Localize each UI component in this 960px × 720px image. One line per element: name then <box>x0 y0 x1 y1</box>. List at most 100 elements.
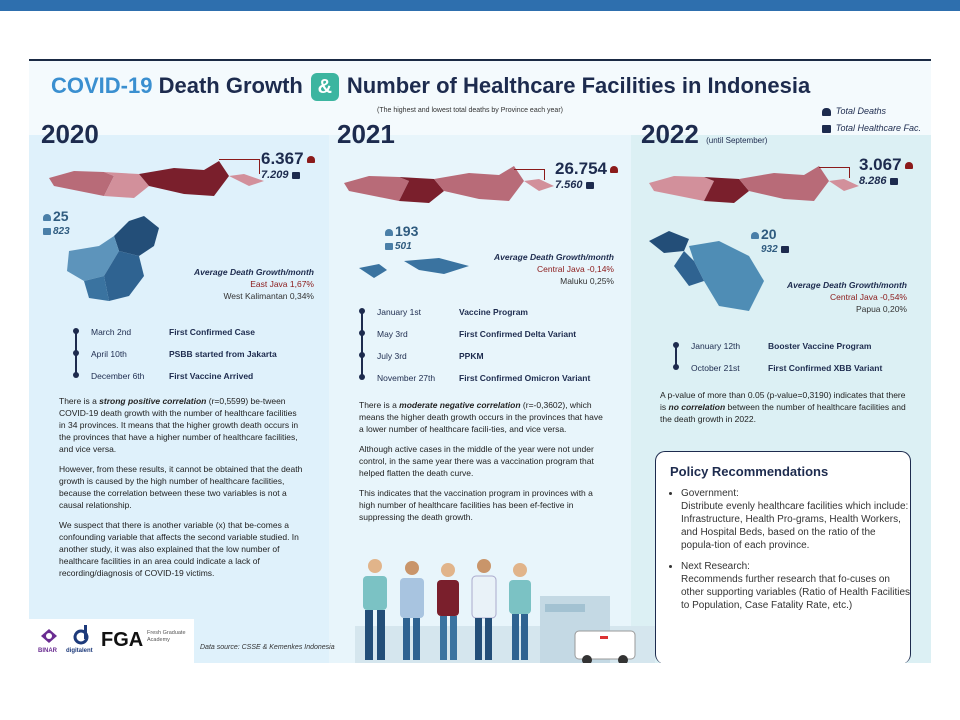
year-2020-label: 2020 <box>41 119 99 149</box>
timeline-row: December 6th First Vaccine Arrived <box>73 371 321 393</box>
deaths-icon <box>610 166 618 174</box>
high-fac-2022: 8.286 <box>859 175 898 187</box>
data-source: Data source: CSSE & Kemenkes Indonesia <box>200 644 335 651</box>
timeline-date: December 6th <box>91 371 145 381</box>
column-2020 <box>29 135 329 663</box>
high-deaths-2021: 26.754 <box>555 159 618 179</box>
leader-line <box>219 159 260 174</box>
column-2021 <box>329 135 631 663</box>
analysis-2020-p2: However, from these results, it cannot b… <box>59 464 303 510</box>
high-deaths-2022: 3.067 <box>859 155 913 175</box>
sponsor-logos: BINAR digitalent FGA Fresh Graduate Acad… <box>29 619 194 663</box>
title-death-growth: Death Growth <box>158 73 303 98</box>
timeline-row: January 1st Vaccine Program <box>359 307 627 329</box>
digitalent-logo-icon <box>73 625 89 645</box>
facility-icon <box>821 124 831 133</box>
low-deaths-2022-value: 20 <box>761 226 777 242</box>
timeline-row: April 10th PSBB started from Jakarta <box>73 349 321 371</box>
deaths-icon <box>306 156 315 164</box>
java-map-2021 <box>344 166 554 203</box>
poster-subtitle: (The highest and lowest total deaths by … <box>377 107 563 114</box>
policy-res-title: Next Research: <box>681 561 750 572</box>
leader-line <box>514 169 545 180</box>
policy-item-government: Government: Distribute evenly healthcare … <box>681 487 910 552</box>
low-fac-2021-value: 501 <box>395 241 412 252</box>
facility-icon <box>291 171 300 179</box>
low-fac-2021: 501 <box>385 241 412 252</box>
low-fac-2022: 932 <box>761 244 789 255</box>
policy-gov-title: Government: <box>681 488 739 499</box>
high-fac-2021-value: 7.560 <box>555 179 583 191</box>
legend-deaths: Total Deaths <box>835 106 886 116</box>
analysis-2021-p1c: (r=-0,3602), which means the higher deat… <box>359 400 603 434</box>
growth-2022: Average Death Growth/month Central Java … <box>769 279 907 315</box>
timeline-date: May 3rd <box>377 329 408 339</box>
timeline-event: PSBB started from Jakarta <box>169 349 277 359</box>
leader-line <box>819 167 850 178</box>
timeline-event: First Confirmed Delta Variant <box>459 329 577 339</box>
growth-2022-title: Average Death Growth/month <box>787 280 907 290</box>
analysis-2020-p1a: There is a <box>59 396 100 406</box>
growth-2020-high: East Java 1,67% <box>250 279 314 289</box>
analysis-2021-p1a: There is a <box>359 400 400 410</box>
timeline-2021: January 1st Vaccine Program May 3rd First … <box>359 307 627 395</box>
timeline-row: October 21st First Confirmed XBB Variant <box>673 363 921 385</box>
timeline-event: First Vaccine Arrived <box>169 371 254 381</box>
timeline-date: November 27th <box>377 373 436 383</box>
policy-gov-text: Distribute evenly healthcare facilities … <box>681 501 909 551</box>
year-2022-label: 2022 <box>641 119 699 149</box>
high-fac-2020: 7.209 <box>261 169 300 181</box>
deaths-icon <box>904 162 913 170</box>
growth-2020-title: Average Death Growth/month <box>194 267 314 277</box>
digitalent-logo-text: digitalent <box>66 648 93 654</box>
high-deaths-2022-value: 3.067 <box>859 155 902 174</box>
high-deaths-2020-value: 6.367 <box>261 149 304 168</box>
year-2022-note: (until September) <box>706 136 768 145</box>
deaths-icon <box>751 231 759 239</box>
analysis-2022-p1a: A p-value of more than 0.05 (p-value=0,3… <box>660 390 906 412</box>
timeline-date: January 12th <box>691 341 741 351</box>
analysis-2021-p3: This indicates that the vaccination prog… <box>359 488 593 522</box>
timeline-date: January 1st <box>377 307 421 317</box>
growth-2021-low: Maluku 0,25% <box>560 276 614 286</box>
analysis-2022: A p-value of more than 0.05 (p-value=0,3… <box>660 389 910 433</box>
ampersand-badge: & <box>310 73 339 102</box>
facility-icon <box>585 181 594 189</box>
low-fac-2020-value: 823 <box>53 226 70 237</box>
legend: Total Deaths Total Healthcare Fac. <box>821 103 921 137</box>
timeline-event: First Confirmed Omicron Variant <box>459 373 591 383</box>
year-2022: 2022 (until September) <box>641 119 767 150</box>
timeline-2022: January 12th Booster Vaccine Program Octo… <box>673 341 921 385</box>
java-map-2020 <box>49 161 264 198</box>
analysis-2020: There is a strong positive correlation (… <box>59 395 304 587</box>
deaths-icon <box>821 107 831 116</box>
maluku-map-2021 <box>359 258 469 278</box>
deaths-icon <box>43 213 51 221</box>
timeline-date: March 2nd <box>91 327 132 337</box>
high-fac-2020-value: 7.209 <box>261 169 289 181</box>
low-deaths-2021-value: 193 <box>395 223 419 239</box>
infographic-poster: COVID-19 Death Growth & Number of Healthca… <box>29 59 931 663</box>
growth-2020-low: West Kalimantan 0,34% <box>223 291 314 301</box>
title-covid: COVID-19 <box>51 73 153 98</box>
timeline-2020: March 2nd First Confirmed Case April 10th… <box>73 327 321 393</box>
facility-icon <box>385 242 393 250</box>
timeline-event: PPKM <box>459 351 484 361</box>
policy-title: Policy Recommendations <box>670 464 829 479</box>
analysis-2021: There is a moderate negative correlation… <box>359 399 604 531</box>
poster-title: COVID-19 Death Growth & Number of Healthca… <box>51 73 810 102</box>
growth-2021-title: Average Death Growth/month <box>494 252 614 262</box>
low-deaths-2020-value: 25 <box>53 208 69 224</box>
growth-2022-low: Papua 0,20% <box>855 304 907 314</box>
timeline-line <box>675 345 677 369</box>
kalimantan-map-2020 <box>67 216 159 301</box>
growth-2020: Average Death Growth/month East Java 1,6… <box>169 266 314 302</box>
analysis-2020-p1c: (r=0,5599) be-tween COVID-19 death growt… <box>59 396 299 454</box>
facility-icon <box>780 245 789 253</box>
java-map-2022 <box>649 166 859 203</box>
deaths-icon <box>385 228 393 236</box>
timeline-date: October 21st <box>691 363 740 373</box>
facility-icon <box>43 227 51 235</box>
year-2021-label: 2021 <box>337 119 395 149</box>
growth-2021: Average Death Growth/month Central Java … <box>469 251 614 287</box>
